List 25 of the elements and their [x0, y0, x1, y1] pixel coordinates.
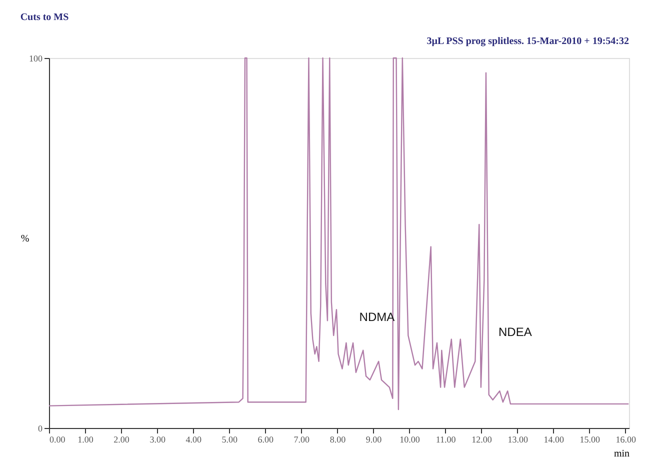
annotation: NDEA [498, 324, 532, 339]
x-tick-label: 10.00 [400, 434, 420, 444]
x-tick-label: 3.00 [150, 434, 166, 444]
line-series [48, 57, 630, 410]
chart-title: Cuts to MS [20, 12, 70, 23]
x-tick-label: 9.00 [366, 434, 382, 444]
x-tick-label: 6.00 [258, 434, 274, 444]
x-tick-label: 7.00 [294, 434, 310, 444]
x-tick-label: 15.00 [580, 434, 600, 444]
x-tick-label: 14.00 [544, 434, 564, 444]
x-tick-label: 1.00 [78, 434, 94, 444]
x-tick-label: 2.00 [114, 434, 130, 444]
x-tick-label: 4.00 [186, 434, 202, 444]
x-tick-label: 11.00 [436, 434, 456, 444]
y-axis-title: % [20, 234, 30, 244]
x-tick-label: 0.00 [50, 434, 66, 444]
x-tick-label: 12.00 [472, 434, 492, 444]
x-axis-title: min [614, 448, 630, 460]
x-tick-label: 8.00 [330, 434, 346, 444]
y-tick-label: 100 [29, 54, 43, 64]
y-tick-label: 0 [38, 424, 43, 434]
x-tick-label: 13.00 [508, 434, 528, 444]
text: 3µL PSS prog splitless. 15-Mar-2010 + 19:54:32 [426, 36, 629, 47]
x-tick-label: 5.00 [222, 434, 238, 444]
x-tick-label: 16.00 [616, 434, 637, 444]
